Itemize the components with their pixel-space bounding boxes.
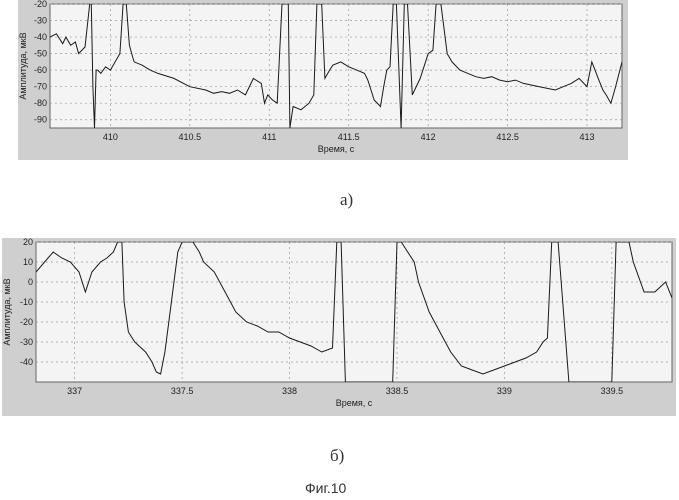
chart-b-y-tick-label: 10 (23, 257, 33, 267)
chart-a-plot-area (50, 4, 622, 128)
chart-a-x-tick-label: 413 (580, 132, 595, 142)
chart-a-x-axis-title: Время, с (318, 144, 355, 154)
chart-b-plot-area (36, 242, 672, 382)
chart-b-x-tick-label: 337.5 (171, 386, 194, 396)
chart-b-y-tick-label: -20 (20, 317, 33, 327)
chart-a-x-tick-label: 411.5 (338, 132, 360, 142)
chart-a-x-tick-label: 410.5 (179, 132, 202, 142)
chart-a-y-tick-label: -40 (34, 32, 47, 42)
chart-a-y-tick-label: -70 (34, 82, 47, 92)
chart-b-y-tick-label: 0 (28, 277, 33, 287)
chart-b-x-tick-label: 338 (282, 386, 297, 396)
chart-b-y-axis-title: Амплитуда, мкВ (2, 278, 12, 345)
caption-b: б) (330, 446, 344, 466)
chart-a-y-tick-label: -30 (34, 16, 47, 26)
chart-b-y-tick-label: -10 (20, 297, 33, 307)
chart-a-y-tick-label: -50 (34, 49, 47, 59)
chart-b-x-tick-label: 338.5 (386, 386, 409, 396)
chart-a-y-tick-label: -90 (34, 115, 47, 125)
chart-b-svg: 337 337.5 338 338.5 339 339.5 20 10 0 -10 -20 -30 -4… (2, 238, 676, 416)
chart-b-y-tick-label: 20 (23, 237, 33, 247)
chart-panel-a: 410 410.5 411 411.5 412 412.5 413 -20 -30 -40 -50 -… (18, 0, 628, 160)
chart-panel-b: 337 337.5 338 338.5 339 339.5 20 10 0 -10 -20 -30 -4… (2, 238, 676, 416)
chart-a-y-tick-label: -20 (34, 0, 47, 9)
chart-a-x-tick-label: 410 (103, 132, 118, 142)
chart-a-svg: 410 410.5 411 411.5 412 412.5 413 -20 -30 -40 -50 -… (18, 0, 628, 160)
chart-b-x-tick-label: 339.5 (601, 386, 624, 396)
chart-b-y-tick-label: -30 (20, 337, 33, 347)
chart-a-x-tick-label: 412 (421, 132, 436, 142)
chart-b-x-tick-label: 339 (497, 386, 512, 396)
chart-a-y-axis-title: Амплитуда, мкВ (18, 32, 28, 99)
chart-a-x-tick-label: 411 (262, 132, 276, 142)
caption-a: a) (340, 190, 353, 210)
figure-label: Фиг.10 (305, 480, 346, 496)
chart-a-y-tick-label: -60 (34, 65, 47, 75)
chart-a-y-tick-label: -80 (34, 98, 47, 108)
chart-b-x-axis-title: Время, с (336, 398, 373, 408)
chart-a-x-tick-label: 412.5 (496, 132, 519, 142)
chart-b-y-tick-label: -40 (20, 357, 33, 367)
chart-b-x-tick-label: 337 (67, 386, 82, 396)
